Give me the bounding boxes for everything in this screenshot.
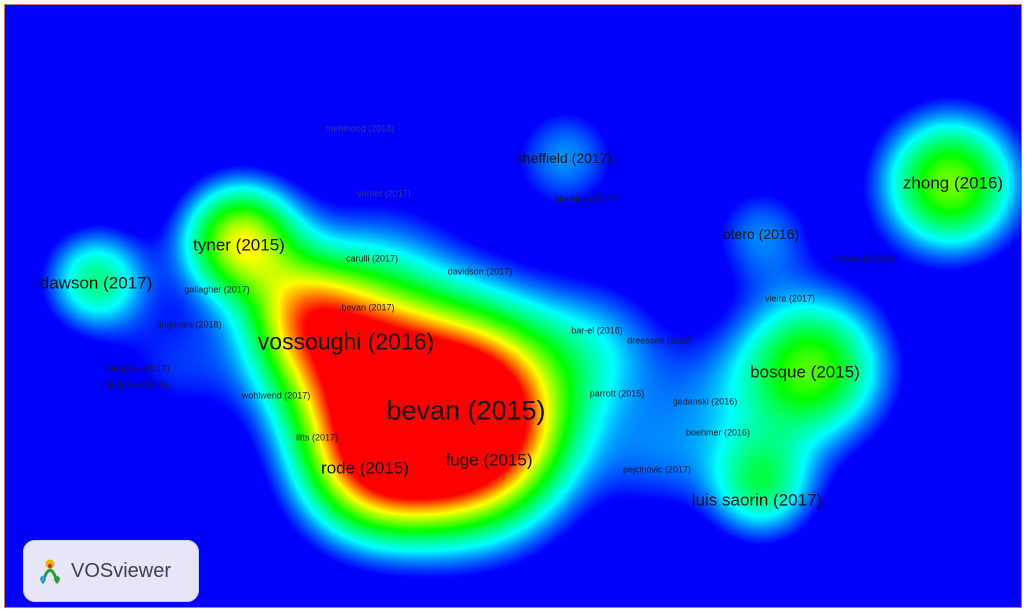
node-label[interactable]: bar-el (2016) bbox=[571, 325, 623, 336]
node-label[interactable]: fuge (2015) bbox=[445, 450, 533, 470]
node-label[interactable]: blackley (2017) bbox=[554, 193, 616, 204]
node-label[interactable]: wohlwend (2017) bbox=[241, 390, 311, 401]
node-label[interactable]: carulli (2017) bbox=[345, 253, 399, 264]
node-label[interactable]: rode (2015) bbox=[321, 458, 409, 478]
node-label[interactable]: sheffield (2017) bbox=[515, 150, 613, 166]
node-label[interactable]: gadanski (2016) bbox=[672, 396, 738, 407]
node-label[interactable]: boehmer (2016) bbox=[685, 427, 751, 438]
node-label[interactable]: otero (2016) bbox=[722, 226, 800, 242]
node-label[interactable]: parrott (2015) bbox=[589, 388, 645, 399]
node-label[interactable]: dreessen (2016) bbox=[627, 335, 693, 346]
node-label[interactable]: gallagher (2017) bbox=[184, 284, 250, 295]
node-label[interactable]: mehmood (2018) bbox=[325, 123, 395, 134]
density-visualization[interactable]: bevan (2015) vossoughi (2016) rode (2015… bbox=[4, 4, 1022, 608]
node-label[interactable]: vossoughi (2016) bbox=[257, 328, 435, 355]
node-label[interactable]: colegrove (2016) bbox=[100, 379, 168, 390]
node-label[interactable]: pejcinovic (2017) bbox=[622, 464, 692, 475]
node-label[interactable]: luis saorin (2017) bbox=[691, 490, 823, 510]
vosviewer-logo-icon bbox=[40, 559, 60, 584]
node-label[interactable]: vernet (2017) bbox=[357, 188, 411, 199]
node-label[interactable]: zhong (2016) bbox=[902, 173, 1004, 193]
node-label[interactable]: bevan (2015) bbox=[386, 395, 546, 426]
node-label[interactable]: tyner (2015) bbox=[193, 235, 285, 255]
node-label[interactable]: bevan (2017) bbox=[341, 302, 395, 313]
node-label[interactable]: davidson (2017) bbox=[447, 266, 513, 277]
vosviewer-logo-text: VOSviewer bbox=[71, 559, 172, 582]
node-label[interactable]: bosque (2015) bbox=[750, 362, 860, 382]
node-label[interactable]: colegrove (2017) bbox=[102, 363, 170, 374]
vosviewer-logo-badge: VOSviewer bbox=[23, 540, 199, 602]
node-label[interactable]: vieira (2017) bbox=[764, 293, 816, 304]
node-label[interactable]: franca (2016a) bbox=[835, 253, 895, 264]
node-label[interactable]: litts (2017) bbox=[295, 432, 339, 443]
density-heatmap bbox=[5, 5, 1021, 607]
node-label[interactable]: dawson (2017) bbox=[39, 273, 153, 293]
node-label[interactable]: angrisani (2018) bbox=[156, 319, 222, 330]
